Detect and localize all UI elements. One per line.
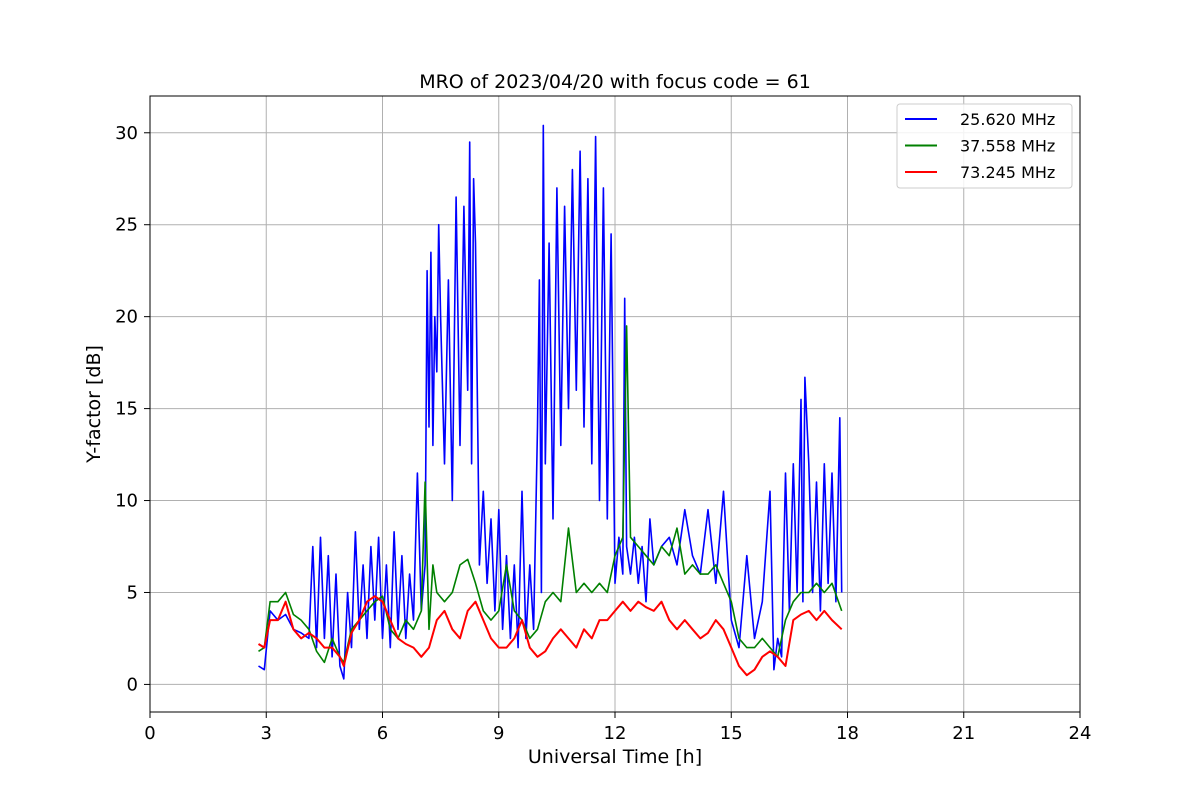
x-tick-label: 9 — [493, 723, 504, 744]
legend-label: 37.558 MHz — [960, 137, 1055, 156]
x-axis-label: Universal Time [h] — [528, 746, 702, 768]
y-tick-label: 5 — [127, 582, 138, 603]
gridlines — [150, 96, 1080, 712]
legend-label: 25.620 MHz — [960, 110, 1055, 129]
x-tick-label: 3 — [261, 723, 272, 744]
x-tick-label: 0 — [144, 723, 155, 744]
legend: 25.620 MHz 37.558 MHz 73.245 MHz — [896, 103, 1073, 189]
legend-label: 73.245 MHz — [960, 163, 1055, 182]
axis-ticks: 0 3 6 9 12 15 18 21 24 0 5 10 15 20 25 30 — [115, 123, 1091, 744]
x-tick-label: 15 — [720, 723, 743, 744]
x-tick-label: 24 — [1069, 723, 1092, 744]
x-tick-label: 18 — [836, 723, 859, 744]
series-line-37-558-mhz — [258, 325, 843, 664]
series-lines — [257, 124, 843, 680]
legend-box — [896, 103, 1073, 189]
x-tick-label: 12 — [604, 723, 627, 744]
y-axis-label: Y-factor [dB] — [83, 345, 105, 464]
series-line-73-245-mhz — [257, 595, 843, 677]
x-tick-label: 6 — [377, 723, 388, 744]
y-tick-label: 25 — [115, 215, 138, 236]
series-line-25-620-mhz — [258, 124, 843, 680]
y-tick-label: 0 — [127, 674, 138, 695]
y-tick-label: 10 — [115, 491, 138, 512]
y-tick-label: 30 — [115, 123, 138, 144]
y-tick-label: 20 — [115, 307, 138, 328]
chart-title: MRO of 2023/04/20 with focus code = 61 — [419, 71, 811, 93]
y-tick-label: 15 — [115, 399, 138, 420]
x-tick-label: 21 — [952, 723, 975, 744]
